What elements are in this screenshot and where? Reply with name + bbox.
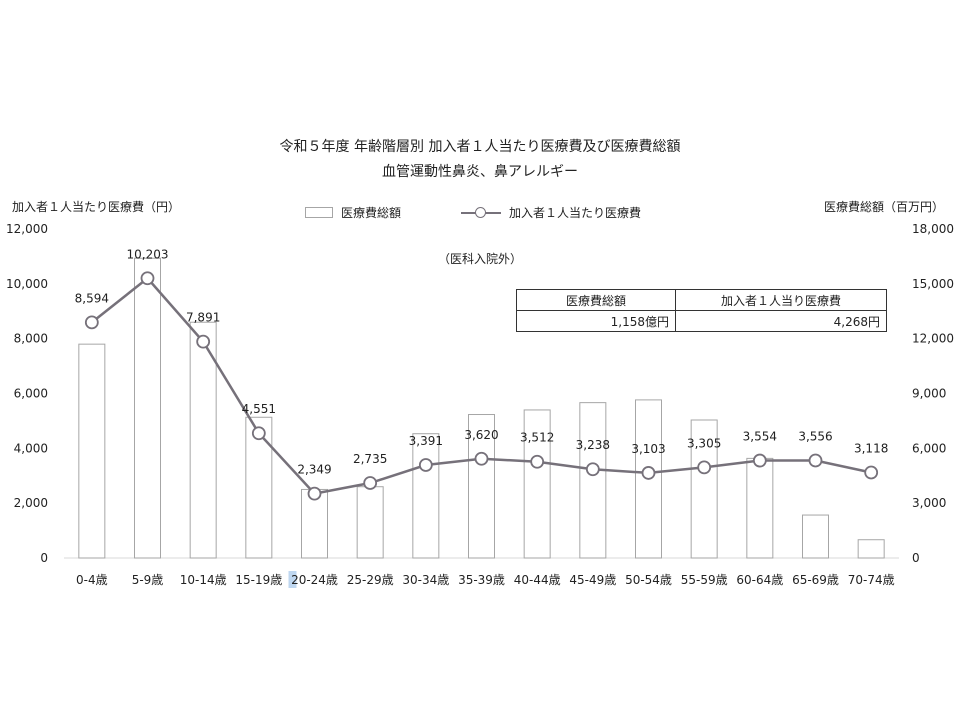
summary-table: 医療費総額 加入者１人当り医療費 1,158億円 4,268円 [516,289,887,332]
bar [468,414,495,559]
x-tick-label: 65-69歳 [792,573,839,587]
line-point [196,334,211,349]
data-label: 4,551 [242,402,276,416]
note-label: （医科入院外） [437,252,522,266]
left-axis-title: 加入者１人当たり医療費（円） [12,200,181,214]
chart-title: 令和５年度 年齢階層別 加入者１人当たり医療費及び医療費総額 [279,139,681,155]
line-point [808,453,823,468]
line-point [140,271,155,286]
x-tick-label: 40-44歳 [514,573,561,587]
data-label: 10,203 [127,247,169,261]
x-tick-label: 25-29歳 [347,573,394,587]
y-left-tick-label: 8,000 [14,332,48,346]
y-left-tick-label: 10,000 [6,277,48,291]
bar [189,321,217,559]
line-point [864,465,879,480]
legend-bar-label: 医療費総額 [341,206,402,220]
y-right-tick-label: 15,000 [912,277,954,291]
y-left-tick-label: 2,000 [14,496,48,510]
data-label: 8,594 [75,291,109,305]
y-right-tick-label: 3,000 [912,496,946,510]
data-label: 2,735 [353,452,387,466]
y-right-tick-label: 0 [912,551,920,565]
line-point [641,466,656,480]
line-point [697,460,712,475]
bar [690,419,718,559]
x-tick-label: 45-49歳 [569,573,616,587]
bar [301,488,328,559]
data-label: 3,238 [576,438,610,452]
y-left-tick-label: 12,000 [6,222,48,236]
data-label: 3,118 [854,442,888,456]
x-tick-label: 0-4歳 [76,573,108,587]
data-label: 3,554 [743,430,777,444]
right-axis-title: 医療費総額（百万円） [824,200,945,214]
x-tick-label: 60-64歳 [736,573,783,587]
chart-subtitle: 血管運動性鼻炎、鼻アレルギー [382,164,578,180]
bar [523,409,551,559]
x-tick-label: 70-74歳 [848,573,895,587]
x-tick-label: 15-19歳 [235,573,282,587]
data-label: 3,391 [409,434,443,448]
y-left-tick-label: 6,000 [14,387,48,401]
y-right-tick-label: 6,000 [912,441,946,455]
line-point [752,453,767,468]
y-right-tick-label: 12,000 [912,332,954,346]
line-point [474,451,489,466]
x-tick-label: 20-24歳 [291,573,338,587]
x-tick-label: 35-39歳 [458,573,505,587]
x-tick-label: 30-34歳 [402,573,449,587]
bar [579,402,607,559]
x-tick-label: 55-59歳 [681,573,728,587]
bar [857,539,885,559]
bar [78,343,106,559]
summary-value-total: 1,158億円 [516,310,676,332]
data-label: 2,349 [297,463,331,477]
line-point [530,454,545,469]
data-label: 3,103 [631,442,665,456]
legend-bar-swatch [305,207,333,218]
y-right-tick-label: 9,000 [912,387,946,401]
line-point [418,458,433,472]
bar [746,457,774,559]
line-point [363,476,378,490]
data-label: 3,620 [464,428,498,442]
x-tick-selection [288,571,297,588]
summary-value-per-capita: 4,268円 [675,310,887,332]
x-tick-label: 10-14歳 [180,573,227,587]
legend-line-label: 加入者１人当たり医療費 [509,206,642,220]
bar [412,433,440,559]
legend-line-swatch [461,206,502,219]
bar [356,486,384,559]
data-label: 3,556 [798,430,832,444]
data-label: 7,891 [186,311,220,325]
y-left-tick-label: 4,000 [14,441,48,455]
line-point [307,486,322,501]
y-left-tick-label: 0 [40,551,48,565]
line-point [251,426,266,441]
x-tick-label: 50-54歳 [625,573,672,587]
line-point [84,315,99,330]
summary-header-per-capita: 加入者１人当り医療費 [675,289,887,311]
bar [802,514,829,559]
bar [134,257,161,559]
x-tick-label: 5-9歳 [132,573,164,587]
bar [245,416,273,559]
legend: 医療費総額 加入者１人当たり医療費 [305,204,641,221]
data-label: 3,512 [520,431,554,445]
line-point [585,462,600,477]
y-right-tick-label: 18,000 [912,222,954,236]
data-label: 3,305 [687,436,721,450]
